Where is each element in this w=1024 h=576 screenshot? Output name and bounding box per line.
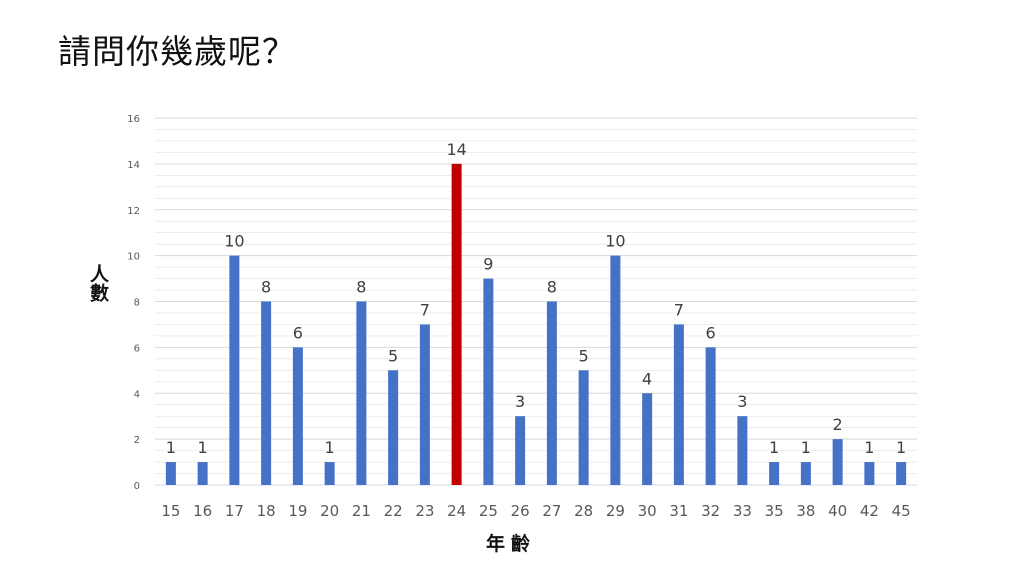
x-tick-label-23: 23: [415, 502, 434, 520]
bar-31: [673, 324, 684, 485]
x-tick-label-42: 42: [860, 502, 879, 520]
y-tick-label: 4: [134, 389, 140, 400]
data-label-27: 8: [547, 278, 557, 297]
bar-29: [610, 255, 621, 485]
data-label-28: 5: [579, 346, 589, 365]
bar-24: [451, 163, 462, 485]
data-label-17: 10: [224, 232, 244, 251]
x-tick-label-15: 15: [161, 502, 180, 520]
data-label-32: 6: [706, 323, 716, 342]
bar-27: [546, 301, 557, 485]
x-tick-label-17: 17: [225, 502, 244, 520]
slide-title: 請問你幾歲呢？: [58, 32, 296, 71]
bar-30: [642, 393, 653, 485]
bar-21: [356, 301, 367, 485]
x-tick-label-45: 45: [892, 502, 911, 520]
data-label-35: 1: [769, 438, 779, 457]
x-tick-label-38: 38: [796, 502, 815, 520]
data-label-21: 8: [356, 278, 366, 297]
data-label-38: 1: [801, 438, 811, 457]
x-tick-label-22: 22: [384, 502, 403, 520]
gridlines: [155, 117, 917, 486]
data-label-20: 1: [325, 438, 335, 457]
x-axis-label: 年齡: [486, 533, 537, 555]
bar-28: [578, 370, 589, 485]
x-tick-label-20: 20: [320, 502, 339, 520]
x-tick-label-19: 19: [288, 502, 307, 520]
bar-25: [483, 278, 494, 485]
data-label-15: 1: [166, 438, 176, 457]
bar-38: [800, 462, 811, 485]
data-label-24: 14: [446, 140, 466, 159]
bars: [165, 163, 907, 485]
data-label-33: 3: [737, 392, 747, 411]
x-tick-label-16: 16: [193, 502, 212, 520]
x-tick-label-31: 31: [669, 502, 688, 520]
data-label-16: 1: [198, 438, 208, 457]
data-label-42: 1: [864, 438, 874, 457]
data-label-30: 4: [642, 369, 652, 388]
x-tick-label-30: 30: [638, 502, 657, 520]
x-tick-label-27: 27: [542, 502, 561, 520]
bar-23: [419, 324, 430, 485]
y-tick-label: 14: [127, 160, 140, 171]
x-tick-label-28: 28: [574, 502, 593, 520]
y-tick-label: 0: [134, 481, 140, 492]
y-tick-label: 16: [127, 114, 140, 125]
bar-17: [229, 255, 240, 485]
bar-15: [165, 462, 176, 485]
data-label-26: 3: [515, 392, 525, 411]
y-tick-label: 10: [127, 252, 140, 263]
data-label-19: 6: [293, 323, 303, 342]
x-tick-label-35: 35: [765, 502, 784, 520]
bar-42: [864, 462, 875, 485]
x-tick-label-33: 33: [733, 502, 752, 520]
bar-40: [832, 439, 843, 485]
bar-19: [292, 347, 303, 485]
data-label-25: 9: [483, 255, 493, 274]
data-label-45: 1: [896, 438, 906, 457]
y-tick-label: 12: [127, 206, 140, 217]
bar-20: [324, 462, 335, 485]
bar-16: [197, 462, 208, 485]
bar-35: [769, 462, 780, 485]
x-axis-ticks: 15 16 17 18 19 20 21 22 23 24 25 26 27 28 29 30 31 32 33 35…: [161, 502, 910, 520]
data-label-31: 7: [674, 300, 684, 319]
x-tick-label-25: 25: [479, 502, 498, 520]
bar-33: [737, 416, 748, 485]
y-tick-label: 2: [134, 435, 140, 446]
y-axis-ticks: 0 2 4 6 8 10 12 14 16: [127, 114, 140, 492]
data-label-18: 8: [261, 278, 271, 297]
x-tick-label-26: 26: [511, 502, 530, 520]
data-label-40: 2: [833, 415, 843, 434]
bar-26: [515, 416, 526, 485]
x-tick-label-40: 40: [828, 502, 847, 520]
bar-22: [388, 370, 399, 485]
bar-32: [705, 347, 716, 485]
bar-18: [261, 301, 272, 485]
data-labels: 1 1 10 8 6 1 8 5 7 14 9 3 8 5 10 4 7 6 3 1 1 2 1 1: [166, 140, 906, 457]
y-tick-label: 8: [134, 298, 140, 309]
y-tick-label: 6: [134, 343, 140, 354]
data-label-22: 5: [388, 346, 398, 365]
data-label-29: 10: [605, 232, 625, 251]
x-tick-label-21: 21: [352, 502, 371, 520]
x-tick-label-18: 18: [257, 502, 276, 520]
data-label-23: 7: [420, 300, 430, 319]
y-axis-label: 人數: [87, 264, 109, 302]
x-tick-label-29: 29: [606, 502, 625, 520]
x-tick-label-32: 32: [701, 502, 720, 520]
x-tick-label-24: 24: [447, 502, 466, 520]
bar-45: [896, 462, 907, 485]
